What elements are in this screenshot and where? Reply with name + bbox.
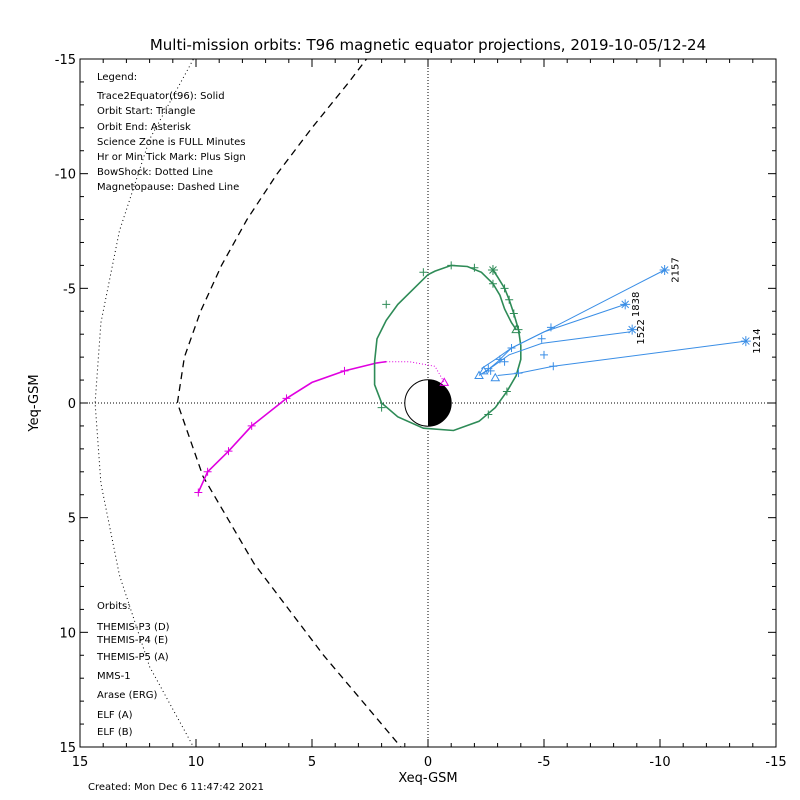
chart-title: Multi-mission orbits: T96 magnetic equat… — [150, 36, 706, 54]
orbit-label-themis-p3: THEMIS-P3 (D) — [96, 622, 170, 633]
earth-icon — [404, 379, 452, 427]
y-tick-label: -15 — [55, 53, 76, 68]
y-tick-label: 10 — [59, 626, 76, 641]
elf-tick-mark — [537, 334, 546, 343]
y-tick-label: 0 — [68, 397, 76, 412]
elf-track-line — [478, 331, 630, 376]
orbit-tick-mark — [502, 387, 511, 396]
orbit-label-arase: Arase (ERG) — [97, 690, 158, 701]
legend-line-6: BowShock: Dotted Line — [97, 167, 213, 178]
axis-ticks — [79, 58, 777, 748]
earth-night-side — [428, 379, 452, 427]
orbit-tick-mark — [194, 488, 203, 497]
elf-tick-mark — [540, 350, 548, 359]
y-tick-label: 15 — [59, 741, 76, 756]
x-tick-label: 0 — [424, 755, 432, 770]
orbit-label-mms-1: MMS-1 — [97, 671, 131, 682]
orbit-tick-mark — [382, 300, 391, 309]
x-tick-label: -5 — [538, 755, 551, 770]
elf-start-marker — [474, 370, 484, 379]
orbit-dotted-line — [386, 361, 445, 383]
elf-track-1214: 1214 — [497, 328, 763, 376]
elf-tick-mark — [549, 362, 558, 371]
boundaries — [94, 59, 402, 747]
elf-end-marker — [659, 264, 670, 275]
legend-heading: Legend: — [97, 72, 137, 83]
legend-line-2: Orbit Start: Triangle — [97, 106, 195, 117]
orbit-start-marker — [439, 377, 450, 386]
series-themis-p5-a- — [194, 360, 450, 497]
orbit-tick-mark — [447, 261, 456, 270]
x-tick-label: -15 — [765, 755, 786, 770]
orbit-line — [197, 360, 387, 493]
elf-start-marker — [478, 365, 489, 375]
orbits-legend: Orbits: THEMIS-P3 (D) THEMIS-P4 (E) THEM… — [96, 601, 170, 738]
series-arase-erg- — [373, 261, 523, 432]
x-tick-label: 5 — [308, 755, 316, 770]
elf-tick-mark — [514, 369, 523, 378]
orbit-label-themis-p5: THEMIS-P5 (A) — [96, 652, 169, 663]
legend-line-3: Orbit End: Asterisk — [97, 122, 191, 133]
orbit-tick-mark — [224, 447, 233, 456]
elf-end-marker — [620, 299, 631, 310]
orbit-label-elf-b: ELF (B) — [97, 727, 133, 738]
orbit-end-marker — [487, 264, 498, 275]
orbit-tick-mark — [500, 284, 509, 293]
orbit-label-elf-a: ELF (A) — [97, 710, 133, 721]
elf-tick-mark — [546, 323, 555, 332]
elf-tracks: 2157 1838 1522 1214 — [474, 257, 763, 382]
x-tick-label: 15 — [72, 755, 89, 770]
y-axis-label: Yeq-GSM — [27, 374, 42, 432]
orbit-tick-mark — [340, 366, 349, 375]
orbits-heading: Orbits: — [97, 601, 131, 612]
y-tick-label: -10 — [55, 168, 76, 183]
created-timestamp: Created: Mon Dec 6 11:47:42 2021 — [88, 782, 264, 793]
orbit-tick-mark — [509, 309, 518, 318]
elf-track-label: 1522 — [636, 319, 647, 344]
legend-line-1: Trace2Equator(t96): Solid — [96, 91, 225, 102]
axis-tick-labels: 15 10 5 0 -5 -10 -15 -15 -10 -5 0 5 10 15 — [55, 53, 787, 770]
magnetopause-line — [176, 59, 402, 747]
elf-track-1838: 1838 — [483, 292, 642, 374]
orbit-tick-mark — [419, 268, 428, 277]
y-tick-label: 5 — [68, 512, 76, 527]
elf-tick-mark — [500, 357, 509, 366]
orbit-tick-mark — [484, 410, 493, 419]
x-tick-label: 10 — [188, 755, 205, 770]
bow-shock-line — [94, 59, 195, 747]
elf-track-label: 1838 — [631, 292, 642, 317]
legend-line-7: Magnetopause: Dashed Line — [97, 182, 239, 193]
elf-track-1522: 1522 — [478, 319, 647, 376]
elf-track-label: 2157 — [671, 257, 682, 282]
series-layer — [194, 261, 523, 497]
x-axis-label: Xeq-GSM — [398, 771, 457, 786]
orbit-tick-mark — [203, 467, 212, 476]
orbit-start-marker — [511, 324, 522, 334]
elf-tick-mark — [486, 366, 495, 375]
orbit-tick-mark — [247, 421, 256, 430]
orbit-tick-mark — [377, 403, 386, 412]
elf-start-marker — [490, 372, 501, 382]
legend-line-5: Hr or Min Tick Mark: Plus Sign — [97, 152, 246, 163]
elf-tick-mark — [495, 355, 504, 364]
orbit-tick-mark — [282, 394, 291, 403]
elf-end-marker — [740, 336, 751, 347]
legend-line-4: Science Zone is FULL Minutes — [97, 137, 246, 148]
orbit-tick-mark — [505, 295, 514, 304]
y-tick-label: -5 — [63, 282, 76, 297]
elf-tick-mark — [507, 343, 516, 352]
x-tick-label: -10 — [649, 755, 670, 770]
orbit-tick-mark — [488, 279, 497, 288]
orbit-label-themis-p4: THEMIS-P4 (E) — [96, 635, 168, 646]
elf-track-line — [497, 340, 746, 376]
orbit-tick-mark — [470, 263, 479, 272]
legend-box: Legend: Trace2Equator(t96): Solid Orbit … — [96, 72, 246, 193]
elf-track-label: 1214 — [752, 328, 763, 353]
elf-end-marker — [627, 324, 638, 335]
